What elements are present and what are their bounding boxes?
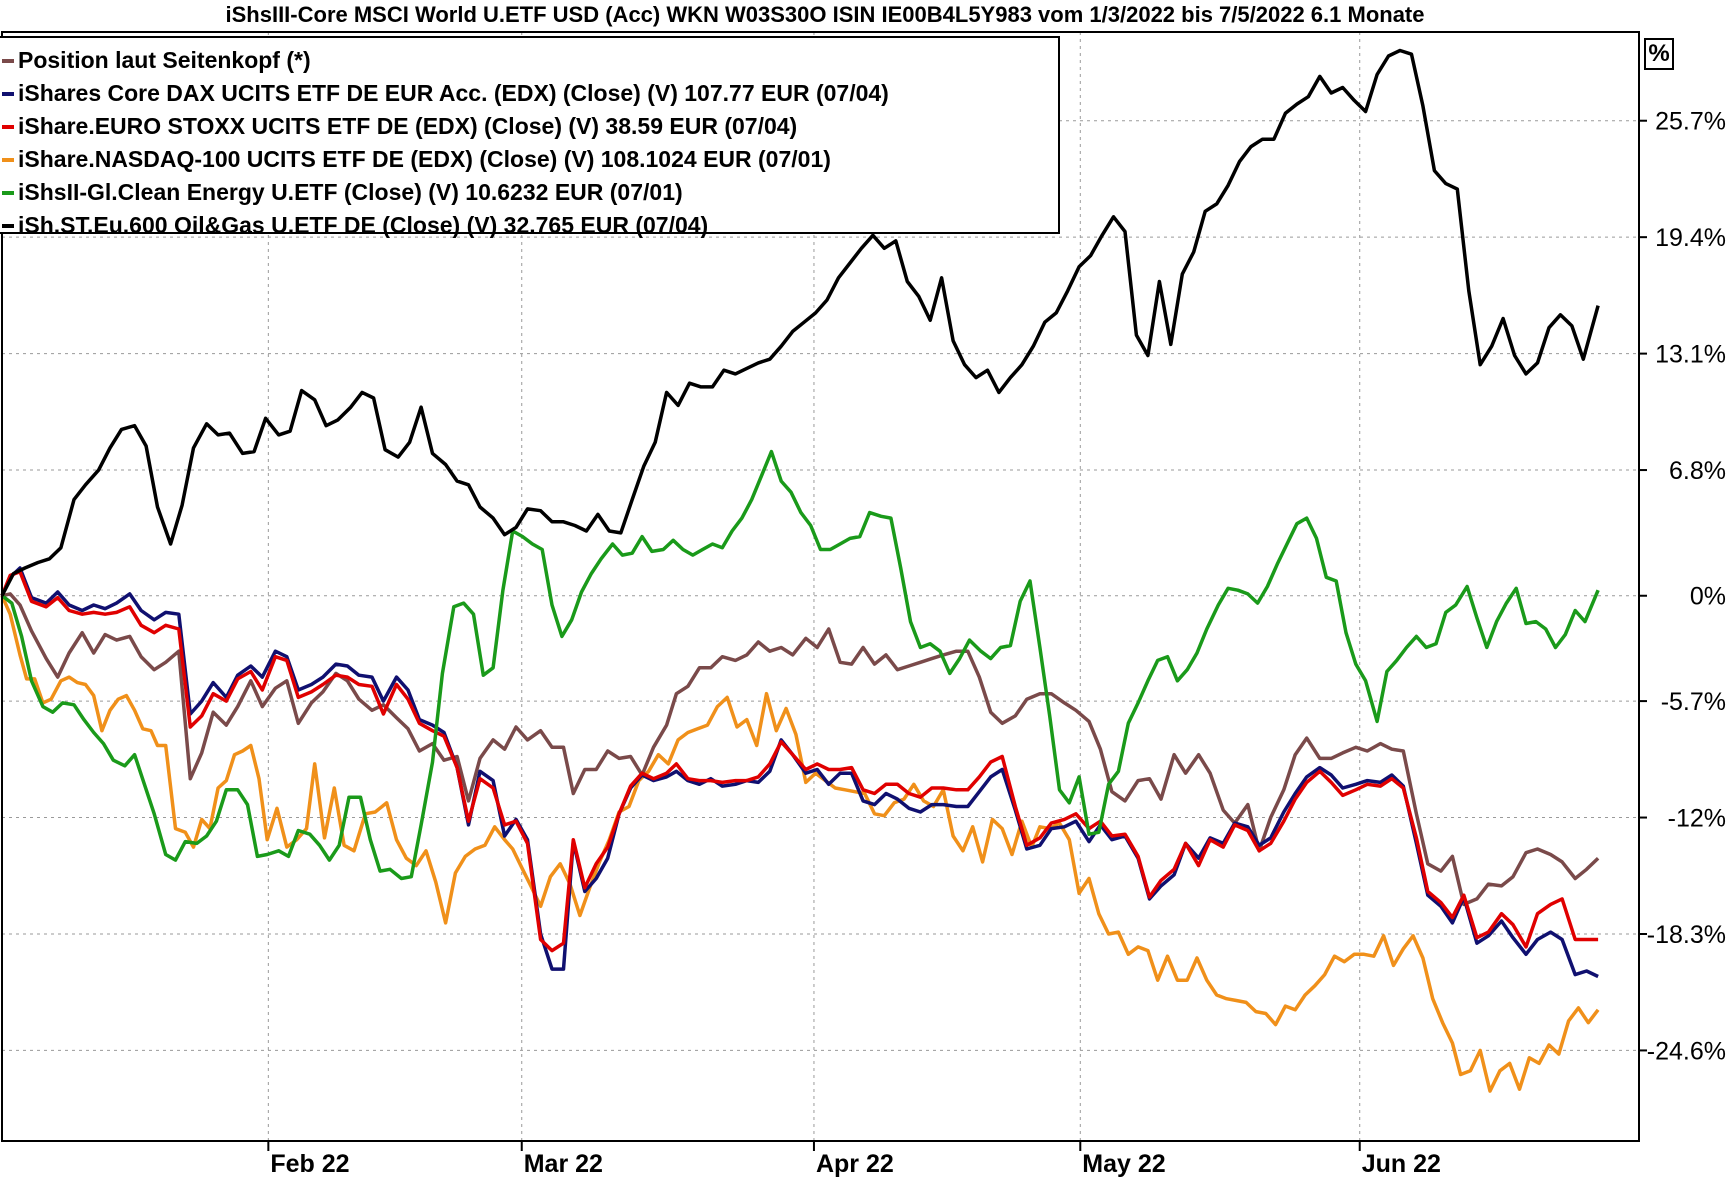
series-line-2 <box>0 566 1599 979</box>
y-tick-label: 6.8% <box>1669 457 1726 485</box>
legend-swatch <box>2 190 14 195</box>
legend-item: iShare.NASDAQ-100 UCITS ETF DE (EDX) (Cl… <box>0 143 1058 176</box>
y-tick-label: -5.7% <box>1661 688 1726 716</box>
chart-title: iShsIII-Core MSCI World U.ETF USD (Acc) … <box>225 2 1425 27</box>
x-axis-ticks: Feb 22 Mar 22 Apr 22 May 22 Jun 22 <box>267 1141 1441 1178</box>
series-line-6 <box>0 48 1600 597</box>
x-tick-label: Feb 22 <box>270 1150 349 1178</box>
x-tick-label: Jun 22 <box>1362 1150 1441 1178</box>
legend-item: iShares Core DAX UCITS ETF DE EUR Acc. (… <box>0 77 1058 110</box>
series-line-4 <box>0 594 1600 1093</box>
legend-item: iSh.ST.Eu.600 Oil&Gas U.ETF DE (Close) (… <box>0 209 1058 242</box>
legend-swatch <box>2 91 14 96</box>
legend-swatch <box>2 124 14 129</box>
legend-label: iShsII-Gl.Clean Energy U.ETF (Close) (V)… <box>18 179 683 205</box>
x-tick-label: Apr 22 <box>816 1150 894 1178</box>
legend-item: Position laut Seitenkopf (*) <box>0 44 1058 77</box>
legend-swatch <box>2 157 14 162</box>
legend-swatch <box>2 58 14 63</box>
x-tick-label: May 22 <box>1082 1150 1165 1178</box>
legend-label: iShare.NASDAQ-100 UCITS ETF DE (EDX) (Cl… <box>18 146 831 172</box>
legend: Position laut Seitenkopf (*) iShares Core… <box>0 36 1060 238</box>
y-tick-label: 25.7% <box>1655 108 1726 136</box>
y-tick-label: 13.1% <box>1655 341 1726 369</box>
series-line-1 <box>1 592 1600 907</box>
series-line-3 <box>0 569 1599 953</box>
percent-unit-label: % <box>1644 38 1674 70</box>
x-tick-label: Mar 22 <box>524 1150 603 1178</box>
series-layer <box>0 48 1600 1093</box>
y-tick-label: -12% <box>1668 805 1726 833</box>
legend-item: iShsII-Gl.Clean Energy U.ETF (Close) (V)… <box>0 176 1058 209</box>
legend-item: iShare.EURO STOXX UCITS ETF DE (EDX) (Cl… <box>0 110 1058 143</box>
series-line-5 <box>0 449 1600 881</box>
y-tick-label: -18.3% <box>1647 921 1726 949</box>
y-tick-label: 19.4% <box>1655 224 1726 252</box>
y-axis-ticks: 25.7% 19.4% 13.1% 6.8% 0% -5.7% -12% -18.3% -24.… <box>1639 108 1726 1065</box>
y-tick-label: -24.6% <box>1647 1037 1726 1065</box>
y-tick-label: 0% <box>1690 583 1726 611</box>
legend-label: iShare.EURO STOXX UCITS ETF DE (EDX) (Cl… <box>18 113 798 139</box>
legend-label: Position laut Seitenkopf (*) <box>18 47 311 73</box>
legend-label: iShares Core DAX UCITS ETF DE EUR Acc. (… <box>18 80 889 106</box>
legend-label: iSh.ST.Eu.600 Oil&Gas U.ETF DE (Close) (… <box>18 212 709 238</box>
legend-swatch <box>2 223 14 228</box>
